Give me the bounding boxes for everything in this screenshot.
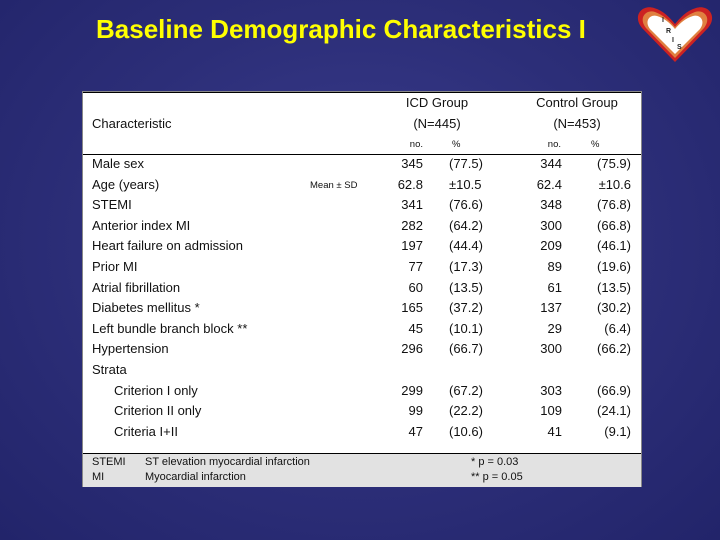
abbr-stemi: STEMI bbox=[92, 456, 126, 468]
control-count: 344 bbox=[540, 156, 562, 171]
control-group-n: (N=453) bbox=[553, 116, 601, 131]
control-count: 303 bbox=[540, 382, 562, 398]
icd-count: 345 bbox=[401, 156, 423, 171]
logo-letter-4: S bbox=[677, 44, 682, 51]
control-count: 109 bbox=[540, 403, 562, 419]
control-count: 137 bbox=[540, 300, 562, 316]
control-percent: (66.8) bbox=[597, 217, 631, 233]
control-count: 89 bbox=[547, 259, 562, 274]
logo-letter-1: I bbox=[662, 17, 664, 24]
icd-count: 197 bbox=[401, 238, 423, 254]
control-percent: (66.2) bbox=[597, 341, 631, 357]
icd-count: 341 bbox=[401, 197, 423, 213]
icd-percent: (37.2) bbox=[449, 300, 483, 316]
control-count: 348 bbox=[540, 197, 562, 213]
icd-count: 296 bbox=[401, 341, 423, 357]
pvalue-diabetes: * p = 0.03 bbox=[471, 456, 519, 468]
control-percent: ±10.6 bbox=[598, 176, 631, 192]
row-label: Prior MI bbox=[92, 259, 138, 274]
control-pct-subheader: % bbox=[591, 139, 600, 150]
icd-percent: (67.2) bbox=[449, 382, 483, 398]
control-group-header: Control Group bbox=[536, 95, 618, 110]
control-percent: (46.1) bbox=[597, 238, 631, 254]
icd-count: 99 bbox=[408, 403, 423, 419]
control-percent: (66.9) bbox=[597, 382, 631, 398]
control-percent: (9.1) bbox=[604, 423, 631, 439]
table-top-rule bbox=[83, 92, 641, 93]
control-percent: (13.5) bbox=[597, 279, 631, 295]
icd-count: 299 bbox=[401, 382, 423, 398]
control-percent: (30.2) bbox=[597, 300, 631, 316]
row-label: Heart failure on admission bbox=[92, 238, 244, 254]
row-note: Mean ± SD bbox=[310, 179, 358, 191]
table-header-rule bbox=[83, 154, 641, 155]
icd-pct-subheader: % bbox=[452, 139, 461, 150]
icd-percent: (44.4) bbox=[449, 238, 483, 254]
icd-count: 60 bbox=[408, 279, 423, 295]
icd-count: 62.8 bbox=[397, 176, 423, 192]
icd-group-n: (N=445) bbox=[413, 116, 461, 131]
icd-count: 47 bbox=[408, 423, 423, 439]
control-count: 209 bbox=[540, 238, 562, 254]
icd-percent: (17.3) bbox=[449, 259, 483, 274]
control-count: 300 bbox=[540, 217, 562, 233]
icd-count: 165 bbox=[401, 300, 423, 316]
slide-title: Baseline Demographic Characteristics I bbox=[96, 14, 586, 44]
row-label: Diabetes mellitus * bbox=[92, 300, 200, 316]
icd-percent: (22.2) bbox=[449, 403, 483, 419]
row-label: Atrial fibrillation bbox=[92, 279, 181, 295]
icd-percent: (13.5) bbox=[449, 279, 483, 295]
control-percent: (19.6) bbox=[597, 259, 631, 274]
control-count: 61 bbox=[547, 279, 562, 295]
control-percent: (24.1) bbox=[597, 403, 631, 419]
iris-heart-logo: I R I S bbox=[637, 7, 713, 62]
icd-no-subheader: no. bbox=[409, 139, 423, 150]
control-count: 29 bbox=[547, 320, 562, 336]
icd-percent: (10.1) bbox=[449, 320, 483, 336]
icd-percent: (76.6) bbox=[449, 197, 483, 213]
icd-group-header: ICD Group bbox=[405, 95, 469, 110]
characteristics-table: Characteristic ICD Group (N=445) Control… bbox=[82, 91, 642, 487]
row-label: Hypertension bbox=[92, 341, 169, 357]
icd-percent: ±10.5 bbox=[449, 176, 482, 192]
control-percent: (76.8) bbox=[597, 197, 631, 213]
icd-percent: (77.5) bbox=[449, 156, 483, 171]
table-footer: STEMI ST elevation myocardial infarction… bbox=[83, 453, 641, 487]
logo-letter-3: I bbox=[672, 37, 674, 44]
row-label: Criterion II only bbox=[114, 403, 202, 419]
control-count: 62.4 bbox=[536, 176, 562, 192]
icd-percent: (66.7) bbox=[449, 341, 483, 357]
icd-count: 45 bbox=[408, 320, 423, 336]
icd-count: 77 bbox=[408, 259, 423, 274]
logo-heart-inner bbox=[647, 15, 703, 54]
control-percent: (75.9) bbox=[597, 156, 631, 171]
logo-letter-2: R bbox=[666, 28, 671, 35]
row-label: Criteria I+II bbox=[114, 423, 178, 439]
icd-count: 282 bbox=[401, 217, 423, 233]
control-percent: (6.4) bbox=[604, 320, 631, 336]
pvalue-lbbb: ** p = 0.05 bbox=[471, 471, 523, 483]
abbr-mi-definition: Myocardial infarction bbox=[145, 471, 246, 483]
characteristic-header: Characteristic bbox=[92, 116, 172, 131]
row-label: Strata bbox=[92, 362, 127, 377]
row-label: Age (years) bbox=[92, 176, 160, 192]
abbr-mi: MI bbox=[92, 471, 105, 483]
icd-percent: (64.2) bbox=[449, 217, 483, 233]
abbr-stemi-definition: ST elevation myocardial infarction bbox=[145, 456, 310, 468]
row-label: Criterion I only bbox=[114, 382, 198, 398]
row-label: Left bundle branch block ** bbox=[92, 320, 248, 336]
icd-percent: (10.6) bbox=[449, 423, 483, 439]
row-label: STEMI bbox=[92, 197, 132, 213]
row-label: Male sex bbox=[92, 156, 145, 171]
row-label: Anterior index MI bbox=[92, 217, 191, 233]
control-count: 41 bbox=[547, 423, 562, 439]
control-count: 300 bbox=[540, 341, 562, 357]
control-no-subheader: no. bbox=[547, 139, 561, 150]
